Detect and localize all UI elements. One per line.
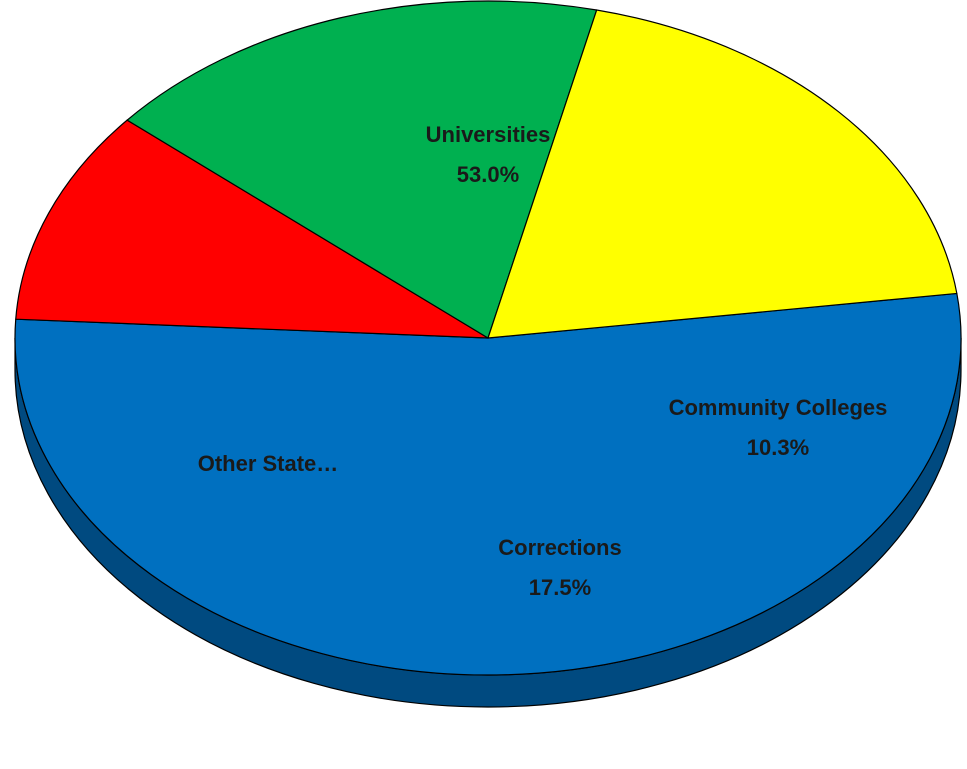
pie-slice-corrections (126, 0, 598, 339)
slice-percent-corrections: 17.5% (529, 575, 591, 600)
pie-slices (14, 0, 962, 676)
pie-slice-community-colleges (15, 119, 489, 339)
slice-percent-universities: 53.0% (457, 162, 519, 187)
pie-labels: Universities 53.0% Community Colleges 10.3%… (198, 122, 888, 600)
pie-slice-universities (14, 292, 962, 676)
pie-slice-other-state (487, 9, 958, 339)
slice-percent-community-colleges: 10.3% (747, 435, 809, 460)
slice-label-community-colleges: Community Colleges (669, 395, 888, 420)
slice-label-corrections: Corrections (498, 535, 621, 560)
slice-label-universities: Universities (426, 122, 551, 147)
slice-label-other-state: Other State… (198, 451, 339, 476)
